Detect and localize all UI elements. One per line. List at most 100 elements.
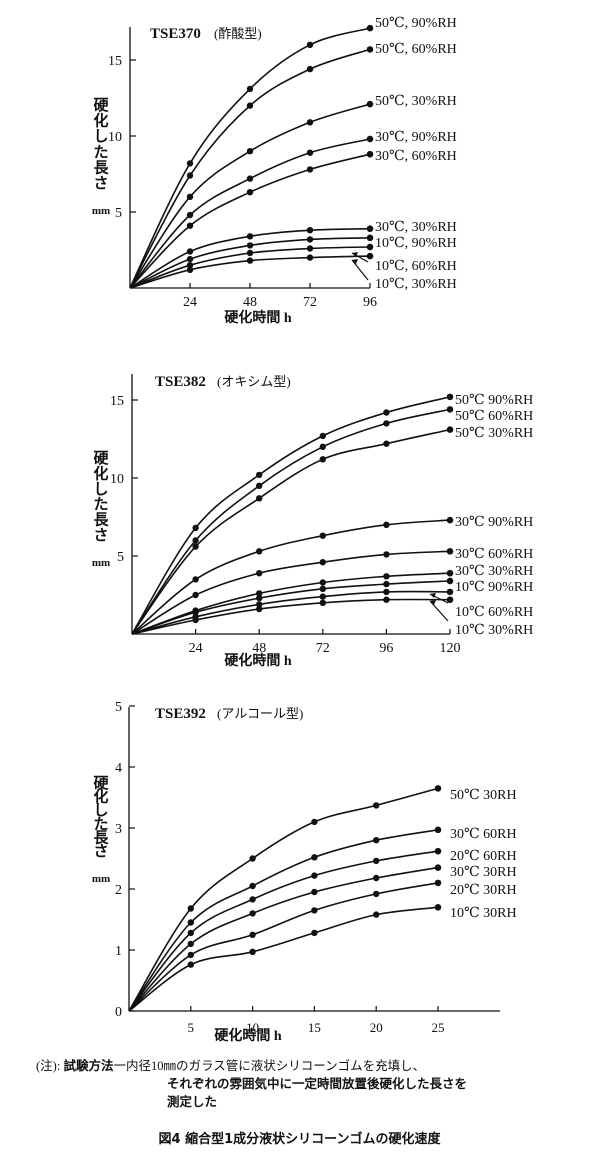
chart1-series-line bbox=[129, 103, 371, 289]
chart2-data-point bbox=[256, 601, 263, 608]
chart2-data-point bbox=[319, 599, 326, 606]
chart1-label-pointer-head bbox=[352, 259, 358, 264]
chart3-series-end-point bbox=[434, 785, 442, 792]
chart2-series-label: 30℃ 90%RH bbox=[455, 515, 533, 530]
chart3-y-label-char: し bbox=[93, 802, 108, 819]
chart3-subtitle: (アルコール型) bbox=[217, 706, 303, 721]
chart2-data-point bbox=[256, 605, 263, 613]
chart2-label-pointer-head bbox=[430, 600, 436, 605]
chart1-series-end-point bbox=[366, 135, 374, 143]
chart1-y-tick-label: 5 bbox=[115, 206, 122, 221]
chart2-data-point bbox=[192, 524, 199, 532]
chart2-x-label: 硬化時間 h bbox=[224, 652, 291, 669]
chart2-data-point bbox=[383, 521, 390, 528]
chart1-data-point bbox=[246, 85, 254, 93]
chart2-y-label-char: 長 bbox=[93, 512, 109, 529]
chart1-data-point bbox=[246, 242, 254, 249]
chart3-data-point bbox=[311, 818, 318, 826]
chart3-series-label: 50℃ 30RH bbox=[450, 788, 517, 803]
chart3-data-point bbox=[249, 931, 256, 938]
chart2-series-end-point bbox=[446, 570, 454, 577]
chart3-data-point bbox=[249, 896, 256, 903]
chart2-x-tick-label: 120 bbox=[440, 641, 461, 656]
chart2-data-point bbox=[256, 495, 263, 502]
chart1-series-end-point bbox=[366, 24, 374, 32]
chart3-series-line bbox=[128, 787, 439, 1012]
chart1-label-pointer-head bbox=[352, 252, 358, 257]
chart3-y-unit: mm bbox=[92, 873, 110, 885]
chart1-series-label: 10℃, 30%RH bbox=[375, 277, 457, 292]
note-line-2: それぞれの雰囲気中に一定時間放置後硬化した長さを bbox=[167, 1077, 468, 1091]
chart2-y-tick-label: 15 bbox=[110, 394, 124, 409]
chart1-x-tick-label: 72 bbox=[303, 295, 317, 310]
chart1-series-end-point bbox=[366, 225, 374, 232]
chart1-title: TSE370 bbox=[150, 26, 201, 42]
chart3-y-tick-label: 1 bbox=[115, 944, 122, 959]
chart2-series-line bbox=[131, 590, 451, 635]
chart1-data-point bbox=[186, 211, 194, 219]
chart2-data-point bbox=[383, 420, 390, 427]
chart1-data-point bbox=[306, 254, 314, 261]
chart3-series-label: 30℃ 30RH bbox=[450, 865, 517, 880]
chart3-y-tick-label: 2 bbox=[115, 883, 122, 898]
chart3-y-label-char: 長 bbox=[93, 829, 109, 846]
chart2-data-point bbox=[192, 537, 199, 544]
chart2-x-tick-label: 24 bbox=[189, 641, 203, 656]
chart1-data-point bbox=[306, 166, 314, 173]
chart3-data-point bbox=[373, 890, 380, 898]
chart1-data-point bbox=[306, 245, 314, 252]
chart3-data-point bbox=[311, 888, 318, 896]
chart3-data-point bbox=[311, 854, 318, 861]
chart1-series-line bbox=[129, 48, 371, 289]
chart2-series-end-point bbox=[446, 516, 454, 524]
chart3-data-point bbox=[311, 929, 318, 937]
chart3-data-point bbox=[187, 919, 194, 926]
chart3-series-line bbox=[128, 829, 439, 1012]
chart2-series-end-point bbox=[446, 548, 454, 555]
chart1-series-end-point bbox=[366, 234, 374, 241]
chart3-data-point bbox=[373, 802, 380, 809]
chart1-data-point bbox=[246, 249, 254, 257]
chart1-series-end-point bbox=[366, 252, 374, 260]
chart3-series-label: 20℃ 60RH bbox=[450, 849, 517, 864]
chart3-y-tick-label: 5 bbox=[115, 700, 122, 715]
chart2-y-unit: mm bbox=[92, 557, 110, 569]
chart2-data-point bbox=[256, 471, 263, 479]
chart1-data-point bbox=[306, 119, 314, 126]
chart2-data-point bbox=[319, 443, 326, 450]
chart1-series-line bbox=[129, 138, 371, 289]
chart2-data-point bbox=[383, 580, 390, 588]
note-line-3: 測定した bbox=[167, 1095, 218, 1109]
chart1-data-point bbox=[306, 41, 314, 48]
chart3-x-tick-label: 20 bbox=[370, 1020, 383, 1035]
chart2-data-point bbox=[383, 596, 390, 603]
chart3-data-point bbox=[373, 874, 380, 882]
chart2-series-end-point bbox=[446, 406, 454, 413]
chart3-x-label: 硬化時間 h bbox=[214, 1027, 281, 1044]
chart1-data-point bbox=[306, 227, 314, 234]
chart1-data-point bbox=[186, 255, 194, 263]
chart3-series-label: 20℃ 30RH bbox=[450, 883, 517, 898]
chart3-title: TSE392 bbox=[155, 706, 206, 722]
chart1-y-label-char: 長 bbox=[93, 159, 109, 176]
chart2-series-label: 10℃ 30%RH bbox=[455, 623, 533, 638]
chart1-label-pointer bbox=[351, 259, 369, 281]
chart1-series-line bbox=[129, 27, 371, 289]
chart1-data-point bbox=[306, 236, 314, 243]
chart1-series-label: 50℃, 90%RH bbox=[375, 16, 457, 31]
chart2-data-point bbox=[192, 576, 199, 583]
chart1-series-line bbox=[129, 153, 371, 289]
chart2-series-label: 30℃ 60%RH bbox=[455, 547, 533, 562]
chart1-series-label: 10℃, 90%RH bbox=[375, 236, 457, 251]
chart3-data-point bbox=[249, 855, 256, 862]
chart3-data-point bbox=[373, 837, 380, 844]
chart1-series-label: 30℃, 60%RH bbox=[375, 149, 457, 164]
chart3-data-point bbox=[249, 882, 256, 890]
chart3-data-point bbox=[373, 857, 380, 865]
chart1-y-label-char: 化 bbox=[93, 112, 108, 130]
chart1-data-point bbox=[186, 262, 194, 269]
chart2-y-label-char: し bbox=[93, 481, 108, 498]
chart3-y-tick-label: 0 bbox=[115, 1005, 122, 1020]
chart2-series-label: 10℃ 60%RH bbox=[455, 605, 533, 620]
chart2-data-point bbox=[383, 573, 390, 580]
